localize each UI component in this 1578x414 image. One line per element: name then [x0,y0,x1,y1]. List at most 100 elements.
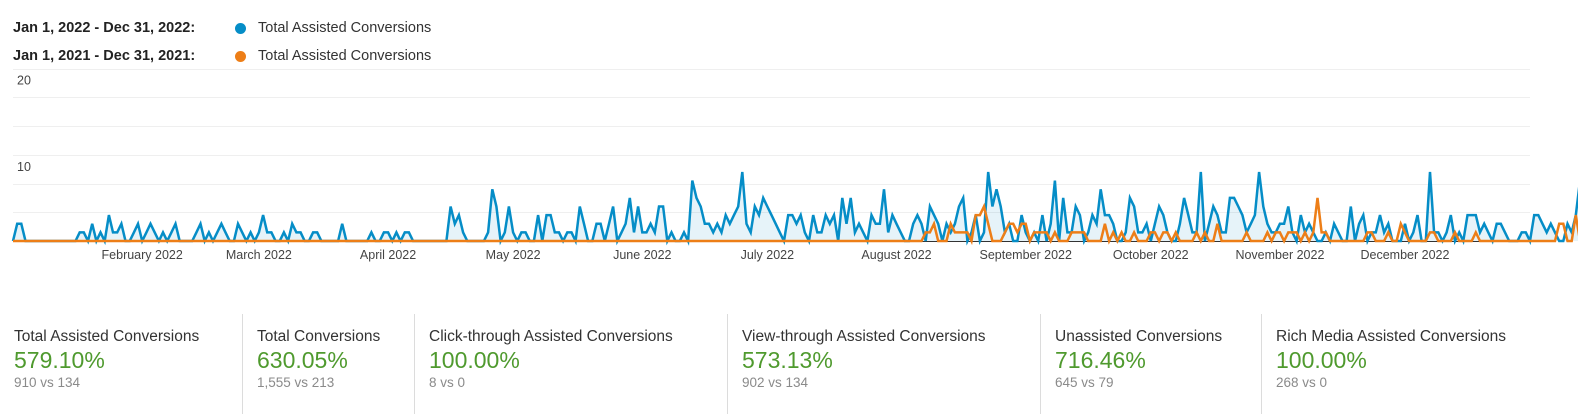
data-point-2021[interactable] [1232,239,1236,243]
data-point-2022[interactable] [1553,230,1557,234]
data-point-2021[interactable] [799,239,803,243]
data-point-2021[interactable] [1378,239,1382,243]
data-point-2022[interactable] [724,213,728,217]
data-point-2022[interactable] [720,230,724,234]
data-point-2021[interactable] [453,239,457,243]
data-point-2021[interactable] [32,239,36,243]
data-point-2022[interactable] [790,213,794,217]
data-point-2021[interactable] [1474,230,1478,234]
metric-card-click-through[interactable]: Click-through Assisted Conversions 100.0… [414,314,727,414]
data-point-2022[interactable] [407,230,411,234]
data-point-2022[interactable] [1399,239,1403,243]
data-point-2021[interactable] [757,239,761,243]
data-point-2021[interactable] [853,239,857,243]
data-point-2021[interactable] [645,239,649,243]
data-point-2022[interactable] [582,222,586,226]
data-point-2021[interactable] [199,239,203,243]
data-point-2022[interactable] [840,196,844,200]
data-point-2021[interactable] [920,239,924,243]
data-point-2021[interactable] [590,239,594,243]
data-point-2021[interactable] [699,239,703,243]
data-point-2022[interactable] [778,230,782,234]
data-point-2022[interactable] [490,187,494,191]
data-point-2022[interactable] [882,187,886,191]
data-point-2021[interactable] [1395,239,1399,243]
data-point-2021[interactable] [1178,239,1182,243]
data-point-2022[interactable] [936,222,940,226]
data-point-2021[interactable] [261,239,265,243]
data-point-2021[interactable] [990,239,994,243]
data-point-2021[interactable] [103,239,107,243]
data-point-2022[interactable] [386,230,390,234]
data-point-2021[interactable] [15,239,19,243]
data-point-2021[interactable] [603,239,607,243]
data-point-2022[interactable] [886,230,890,234]
data-point-2021[interactable] [1503,239,1507,243]
data-point-2022[interactable] [1295,239,1299,243]
data-point-2021[interactable] [1190,239,1194,243]
data-point-2022[interactable] [1482,222,1486,226]
data-point-2021[interactable] [1236,239,1240,243]
data-point-2021[interactable] [1078,230,1082,234]
data-point-2022[interactable] [1153,222,1157,226]
data-point-2021[interactable] [1532,239,1536,243]
data-point-2021[interactable] [115,239,119,243]
data-point-2021[interactable] [565,239,569,243]
data-point-2022[interactable] [890,213,894,217]
data-point-2021[interactable] [632,239,636,243]
data-point-2022[interactable] [1566,222,1570,226]
data-point-2022[interactable] [119,222,123,226]
data-point-2021[interactable] [219,239,223,243]
data-point-2021[interactable] [961,230,965,234]
data-point-2022[interactable] [578,205,582,209]
data-point-2022[interactable] [761,196,765,200]
data-point-2021[interactable] [890,239,894,243]
data-point-2022[interactable] [995,187,999,191]
data-point-2021[interactable] [136,239,140,243]
data-point-2022[interactable] [369,230,373,234]
data-point-2021[interactable] [203,239,207,243]
data-point-2021[interactable] [824,239,828,243]
data-point-2021[interactable] [886,239,890,243]
data-point-2021[interactable] [1103,222,1107,226]
data-point-2021[interactable] [1057,239,1061,243]
data-point-2022[interactable] [736,205,740,209]
data-point-2022[interactable] [999,205,1003,209]
data-point-2021[interactable] [1528,239,1532,243]
data-point-2021[interactable] [628,239,632,243]
data-point-2021[interactable] [332,239,336,243]
data-point-2022[interactable] [1111,222,1115,226]
data-point-2021[interactable] [840,239,844,243]
data-point-2021[interactable] [945,239,949,243]
data-point-2021[interactable] [69,239,73,243]
data-point-2021[interactable] [1491,239,1495,243]
data-point-2022[interactable] [1228,196,1232,200]
data-point-2021[interactable] [899,239,903,243]
data-point-2021[interactable] [1286,230,1290,234]
data-point-2021[interactable] [94,239,98,243]
data-point-2021[interactable] [1536,239,1540,243]
data-point-2022[interactable] [1532,213,1536,217]
data-point-2021[interactable] [1566,239,1570,243]
data-point-2021[interactable] [1036,230,1040,234]
data-point-2021[interactable] [365,239,369,243]
data-point-2021[interactable] [728,239,732,243]
data-point-2022[interactable] [649,222,653,226]
data-point-2022[interactable] [1416,213,1420,217]
data-point-2022[interactable] [1466,213,1470,217]
data-point-2021[interactable] [215,239,219,243]
data-point-2021[interactable] [1061,239,1065,243]
data-point-2021[interactable] [690,239,694,243]
data-point-2021[interactable] [49,239,53,243]
data-point-2022[interactable] [486,230,490,234]
data-point-2021[interactable] [161,239,165,243]
data-point-2022[interactable] [1240,213,1244,217]
data-point-2021[interactable] [407,239,411,243]
data-point-2022[interactable] [553,230,557,234]
data-point-2022[interactable] [595,222,599,226]
data-point-2022[interactable] [545,213,549,217]
data-point-2021[interactable] [465,239,469,243]
metric-card-total-assisted[interactable]: Total Assisted Conversions 579.10% 910 v… [0,314,242,414]
data-point-2022[interactable] [15,222,19,226]
data-point-2021[interactable] [1032,230,1036,234]
